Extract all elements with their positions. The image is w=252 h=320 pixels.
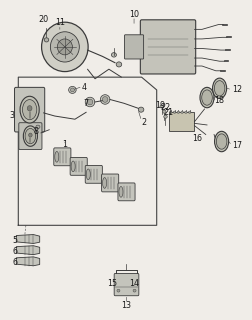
Text: 15: 15: [107, 279, 117, 288]
Ellipse shape: [163, 115, 167, 118]
Text: 8: 8: [33, 127, 38, 136]
Ellipse shape: [180, 111, 183, 113]
Polygon shape: [16, 246, 40, 255]
Ellipse shape: [57, 39, 72, 55]
Text: 13: 13: [121, 301, 131, 310]
Ellipse shape: [25, 128, 36, 144]
Ellipse shape: [199, 87, 213, 108]
Ellipse shape: [28, 133, 32, 137]
Ellipse shape: [169, 111, 171, 113]
Ellipse shape: [118, 187, 122, 197]
Text: 3: 3: [10, 111, 14, 120]
FancyBboxPatch shape: [19, 123, 42, 149]
Ellipse shape: [102, 178, 106, 188]
Text: 12: 12: [231, 85, 241, 94]
Ellipse shape: [41, 22, 88, 72]
Ellipse shape: [159, 105, 163, 108]
Ellipse shape: [70, 88, 74, 92]
Ellipse shape: [87, 99, 92, 105]
Ellipse shape: [55, 151, 58, 162]
Ellipse shape: [188, 111, 190, 113]
Ellipse shape: [176, 111, 179, 113]
FancyBboxPatch shape: [117, 183, 135, 201]
Text: 6: 6: [13, 258, 18, 267]
Text: 18: 18: [214, 96, 224, 105]
Polygon shape: [16, 257, 40, 266]
FancyBboxPatch shape: [70, 157, 87, 175]
Ellipse shape: [20, 96, 39, 123]
Ellipse shape: [184, 111, 186, 113]
Ellipse shape: [100, 95, 109, 104]
Ellipse shape: [213, 81, 224, 96]
Ellipse shape: [116, 62, 121, 67]
Text: 14: 14: [129, 279, 138, 288]
FancyBboxPatch shape: [101, 174, 118, 192]
Text: 22: 22: [160, 103, 170, 112]
Ellipse shape: [23, 126, 37, 146]
Text: 2: 2: [141, 118, 146, 127]
Ellipse shape: [162, 110, 165, 113]
Ellipse shape: [201, 90, 211, 105]
Text: 20: 20: [38, 15, 48, 24]
Ellipse shape: [68, 86, 76, 93]
Ellipse shape: [86, 169, 90, 180]
Ellipse shape: [116, 289, 119, 292]
Ellipse shape: [50, 32, 79, 62]
Text: 5: 5: [13, 236, 18, 245]
Ellipse shape: [22, 100, 37, 120]
Text: 11: 11: [55, 19, 65, 28]
Ellipse shape: [27, 106, 32, 111]
Ellipse shape: [215, 134, 226, 149]
Text: 17: 17: [231, 141, 241, 150]
Text: 10: 10: [129, 10, 139, 19]
Ellipse shape: [212, 78, 226, 99]
Text: 16: 16: [191, 134, 201, 143]
Ellipse shape: [71, 161, 75, 172]
Ellipse shape: [36, 125, 40, 129]
FancyBboxPatch shape: [169, 112, 194, 131]
FancyBboxPatch shape: [114, 273, 138, 296]
Text: 19: 19: [155, 101, 165, 110]
FancyBboxPatch shape: [124, 35, 143, 59]
FancyBboxPatch shape: [54, 148, 71, 166]
Text: 21: 21: [162, 108, 172, 117]
Ellipse shape: [138, 107, 143, 112]
Text: 6: 6: [13, 247, 18, 256]
Ellipse shape: [44, 38, 49, 42]
Text: 1: 1: [62, 140, 67, 149]
Ellipse shape: [173, 111, 175, 113]
Ellipse shape: [85, 97, 94, 107]
Polygon shape: [16, 235, 40, 244]
FancyBboxPatch shape: [85, 165, 102, 183]
FancyBboxPatch shape: [140, 20, 195, 74]
FancyBboxPatch shape: [14, 87, 45, 132]
Ellipse shape: [214, 131, 228, 152]
Text: 4: 4: [81, 83, 86, 92]
Ellipse shape: [111, 52, 116, 57]
Text: 7: 7: [83, 99, 88, 108]
Ellipse shape: [133, 289, 136, 292]
Ellipse shape: [102, 97, 107, 102]
